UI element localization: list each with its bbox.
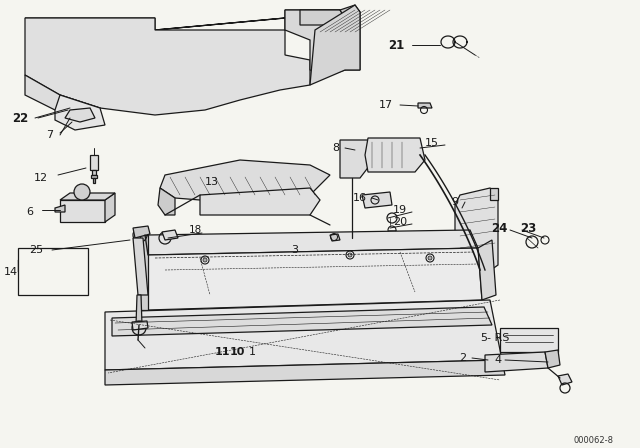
Polygon shape <box>310 5 360 85</box>
Text: 8: 8 <box>332 143 340 153</box>
Polygon shape <box>55 95 105 130</box>
Text: 9: 9 <box>451 197 459 207</box>
Text: 20: 20 <box>393 217 407 227</box>
Polygon shape <box>160 160 330 200</box>
Polygon shape <box>92 170 96 175</box>
Polygon shape <box>330 234 340 241</box>
Polygon shape <box>65 108 95 122</box>
Polygon shape <box>490 188 498 200</box>
Polygon shape <box>148 248 482 310</box>
Polygon shape <box>418 103 432 108</box>
Text: 24: 24 <box>492 221 508 234</box>
Polygon shape <box>200 188 320 215</box>
Polygon shape <box>340 5 360 18</box>
Polygon shape <box>136 295 142 325</box>
Polygon shape <box>60 193 115 200</box>
Text: 17: 17 <box>379 100 393 110</box>
Text: 10: 10 <box>229 347 244 357</box>
Polygon shape <box>162 230 178 240</box>
Text: 5: 5 <box>481 333 488 343</box>
Polygon shape <box>91 175 97 178</box>
Polygon shape <box>148 230 478 255</box>
Polygon shape <box>93 178 95 183</box>
Polygon shape <box>105 193 115 222</box>
Text: 000062-8: 000062-8 <box>573 435 613 444</box>
Text: 4: 4 <box>495 355 502 365</box>
Text: - RS: - RS <box>487 333 509 343</box>
Polygon shape <box>500 328 558 352</box>
Polygon shape <box>90 155 98 170</box>
Text: 11: 11 <box>214 347 230 357</box>
Circle shape <box>74 184 90 200</box>
Polygon shape <box>478 240 496 300</box>
Polygon shape <box>133 226 150 238</box>
Polygon shape <box>362 192 392 208</box>
Polygon shape <box>105 360 505 385</box>
Polygon shape <box>345 12 360 70</box>
Text: 2: 2 <box>460 353 467 363</box>
Polygon shape <box>140 235 148 310</box>
Text: 13: 13 <box>205 177 219 187</box>
Text: 22: 22 <box>12 112 28 125</box>
Polygon shape <box>60 200 105 222</box>
Polygon shape <box>285 10 345 75</box>
Text: 15: 15 <box>425 138 439 148</box>
Text: 7: 7 <box>46 130 53 140</box>
Circle shape <box>348 253 352 257</box>
Text: 6: 6 <box>26 207 33 217</box>
Polygon shape <box>132 321 148 330</box>
Text: 23: 23 <box>520 221 536 234</box>
Polygon shape <box>558 374 572 385</box>
Text: 25: 25 <box>29 245 43 255</box>
Polygon shape <box>485 352 548 372</box>
Polygon shape <box>55 205 65 212</box>
Text: 18: 18 <box>188 225 202 235</box>
Text: 12: 12 <box>34 173 48 183</box>
Text: 1: 1 <box>248 347 255 357</box>
Polygon shape <box>133 238 148 295</box>
Polygon shape <box>105 300 502 370</box>
Circle shape <box>203 258 207 262</box>
Polygon shape <box>300 10 345 25</box>
Polygon shape <box>25 18 310 115</box>
Polygon shape <box>112 307 492 336</box>
Text: 19: 19 <box>393 205 407 215</box>
Text: 21: 21 <box>388 39 404 52</box>
Polygon shape <box>25 75 100 120</box>
Circle shape <box>428 256 432 260</box>
Polygon shape <box>158 188 175 215</box>
Text: 14: 14 <box>4 267 18 277</box>
Polygon shape <box>545 350 560 368</box>
Polygon shape <box>340 140 370 178</box>
Text: 16: 16 <box>353 193 367 203</box>
Polygon shape <box>455 188 498 272</box>
Text: 3: 3 <box>291 245 298 255</box>
Polygon shape <box>25 10 340 30</box>
Polygon shape <box>365 138 425 172</box>
